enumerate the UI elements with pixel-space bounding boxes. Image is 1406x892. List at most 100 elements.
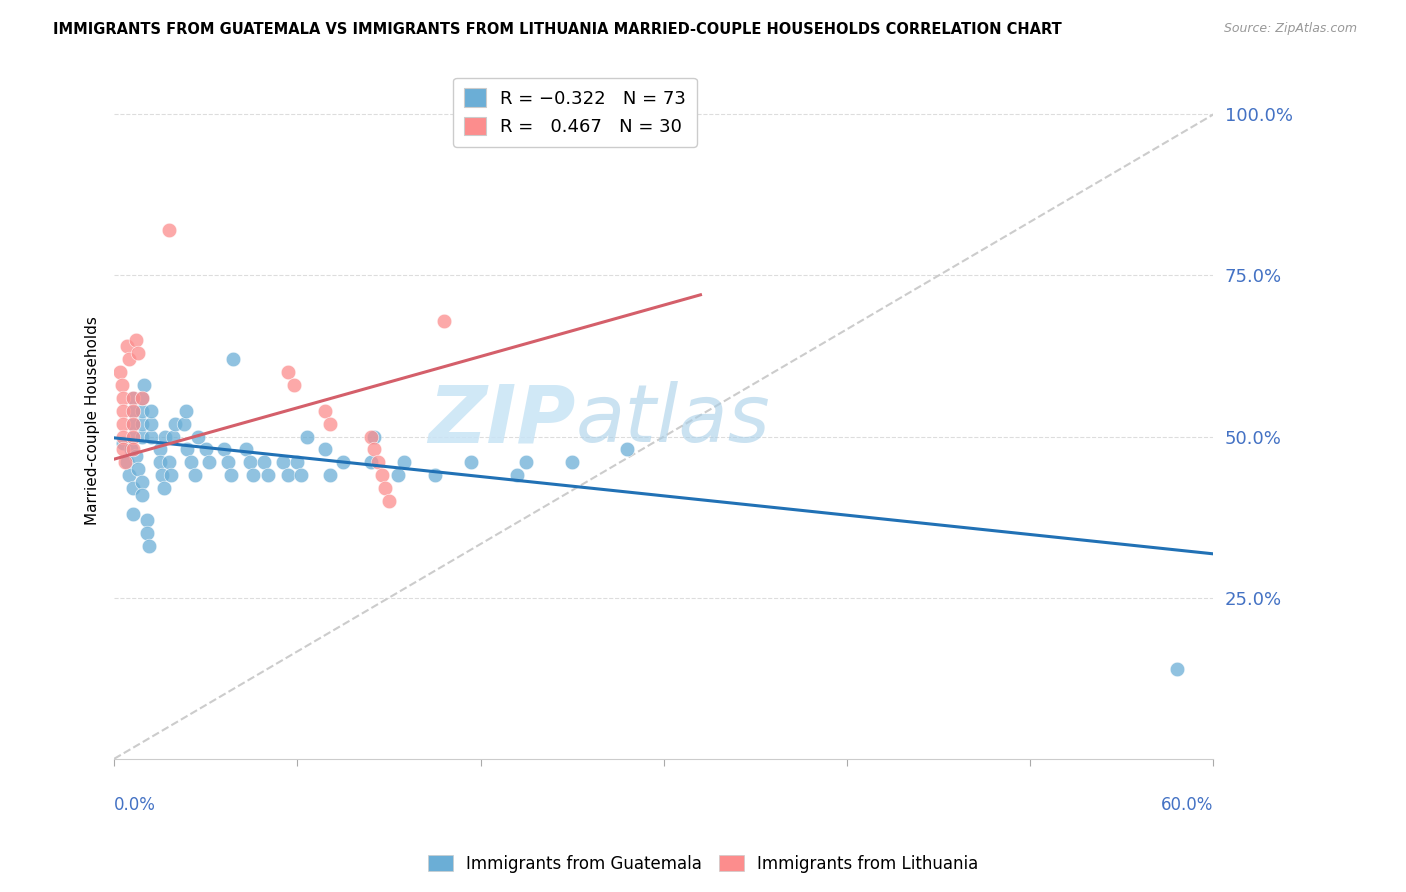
Point [132,378,155,392]
Point [433,313,456,327]
Point [121,417,143,431]
Point [222,352,245,367]
Point [174,404,197,418]
Point [360,429,382,443]
Legend: R = −0.322   N = 73, R =   0.467   N = 30: R = −0.322 N = 73, R = 0.467 N = 30 [453,78,696,147]
Point [121,481,143,495]
Point [112,404,135,418]
Point [253,455,276,469]
Point [112,391,135,405]
Point [277,468,299,483]
Text: IMMIGRANTS FROM GUATEMALA VS IMMIGRANTS FROM LITHUANIA MARRIED-COUPLE HOUSEHOLDS: IMMIGRANTS FROM GUATEMALA VS IMMIGRANTS … [53,22,1062,37]
Point [139,417,162,431]
Point [367,455,389,469]
Point [121,442,143,457]
Point [180,455,202,469]
Point [173,417,195,431]
Text: atlas: atlas [576,382,770,459]
Point [176,442,198,457]
Point [115,455,138,469]
Point [332,455,354,469]
Point [121,417,143,431]
Legend: Immigrants from Guatemala, Immigrants from Lithuania: Immigrants from Guatemala, Immigrants fr… [422,848,984,880]
Point [257,468,280,483]
Point [360,455,382,469]
Point [314,442,336,457]
Point [121,404,143,418]
Point [363,429,385,443]
Point [283,378,305,392]
Point [561,455,583,469]
Point [374,481,396,495]
Point [125,333,148,347]
Point [131,404,153,418]
Point [152,481,174,495]
Point [136,513,159,527]
Y-axis label: Married-couple Households: Married-couple Households [86,316,100,524]
Point [110,378,132,392]
Point [217,455,239,469]
Point [392,455,415,469]
Point [423,468,446,483]
Point [277,365,299,379]
Point [319,417,342,431]
Point [108,365,131,379]
Point [187,429,209,443]
Point [121,507,143,521]
Point [139,429,162,443]
Point [120,442,142,457]
Point [138,539,160,553]
Point [378,494,401,508]
Point [118,468,141,483]
Point [131,487,153,501]
Point [131,391,153,405]
Point [131,391,153,405]
Point [136,526,159,541]
Point [157,455,180,469]
Point [131,417,153,431]
Point [235,442,257,457]
Point [121,429,143,443]
Point [160,468,183,483]
Point [370,468,392,483]
Point [127,346,149,360]
Point [363,442,385,457]
Point [157,223,180,237]
Point [242,468,264,483]
Point [1166,662,1188,676]
Point [212,442,235,457]
Point [112,429,135,443]
Point [121,391,143,405]
Point [290,468,312,483]
Point [515,455,537,469]
Point [239,455,262,469]
Text: ZIP: ZIP [429,382,576,459]
Point [112,436,135,450]
Point [131,429,153,443]
Point [114,455,136,469]
Point [131,475,153,489]
Point [198,455,221,469]
Point [121,404,143,418]
Point [121,429,143,443]
Point [295,429,318,443]
Point [287,455,309,469]
Point [319,468,342,483]
Text: 0.0%: 0.0% [114,796,156,814]
Point [460,455,482,469]
Point [314,404,336,418]
Point [139,404,162,418]
Point [387,468,409,483]
Point [271,455,294,469]
Point [115,339,138,353]
Point [112,417,135,431]
Point [184,468,207,483]
Text: 60.0%: 60.0% [1161,796,1213,814]
Point [155,429,177,443]
Point [616,442,638,457]
Point [118,352,141,367]
Point [125,449,148,463]
Text: Source: ZipAtlas.com: Source: ZipAtlas.com [1223,22,1357,36]
Point [221,468,243,483]
Point [149,455,172,469]
